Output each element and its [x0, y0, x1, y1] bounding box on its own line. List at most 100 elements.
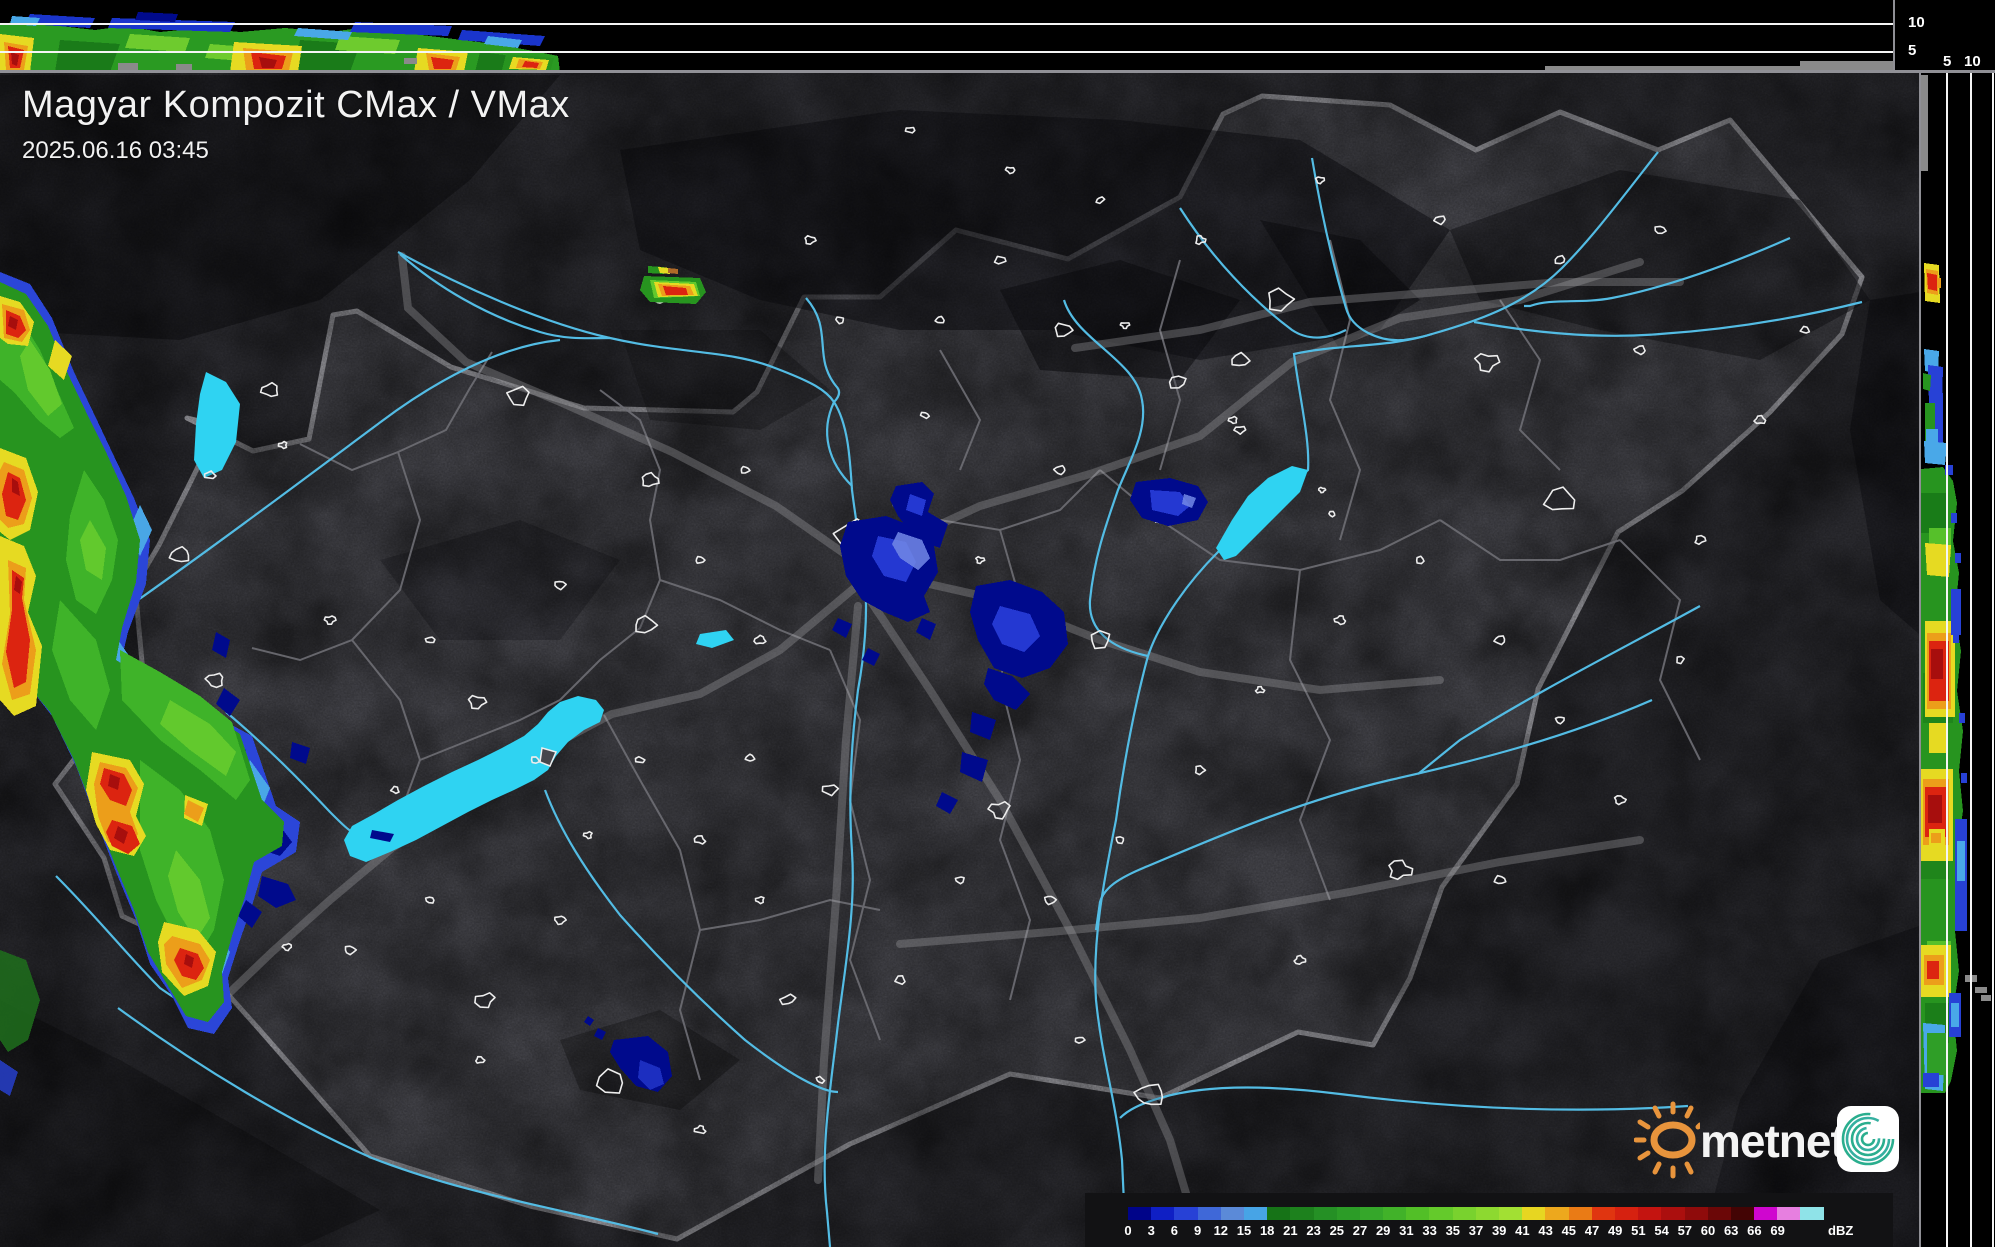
- settlement-outline: [1054, 322, 1074, 338]
- legend-tick-label: 54: [1654, 1223, 1669, 1238]
- legend-tick-label: 45: [1561, 1223, 1577, 1238]
- scale-corner: 10 5 5 10: [1893, 0, 1995, 72]
- settlement-outline: [554, 580, 568, 591]
- legend-color-cell: [1290, 1207, 1314, 1220]
- settlement-outline: [1168, 375, 1187, 389]
- settlement-outline: [1799, 325, 1811, 334]
- sun-icon: [1634, 1101, 1700, 1179]
- legend-color-cell: [1591, 1207, 1615, 1220]
- settlement-outline: [1133, 1083, 1164, 1106]
- legend-tick-label: 35: [1445, 1223, 1461, 1238]
- legend-color-cell: [1174, 1207, 1198, 1220]
- legend-color-cell: [1707, 1207, 1731, 1220]
- terrain-profile-top: [118, 58, 1893, 72]
- isolated-storm-cell: [640, 266, 706, 304]
- south-echo-patch: [584, 1016, 672, 1092]
- legend-color-cell: [1475, 1207, 1499, 1220]
- settlement-outline: [695, 555, 706, 565]
- lakes: [194, 372, 1308, 862]
- settlement-outline: [987, 800, 1011, 820]
- settlement-outline: [693, 834, 707, 845]
- legend-tick-label: 12: [1213, 1223, 1229, 1238]
- legend-tick-label: 41: [1515, 1223, 1530, 1238]
- legend-color-cell: [1545, 1207, 1569, 1220]
- top-strip-label-10: 10: [1908, 14, 1925, 31]
- settlement-outline: [1554, 716, 1565, 725]
- settlement-outline: [281, 942, 293, 952]
- legend-color-cell: [1568, 1207, 1592, 1220]
- settlement-outline: [474, 991, 496, 1009]
- settlement-outline: [259, 381, 279, 398]
- legend-color-cell: [1220, 1207, 1244, 1220]
- settlement-outline: [323, 615, 337, 626]
- legend-color-cell: [1638, 1207, 1662, 1220]
- settlement-outline: [974, 555, 986, 565]
- settlement-outline: [1314, 176, 1326, 185]
- legend-tick-label: 15: [1236, 1223, 1252, 1238]
- settlement-outline: [1095, 196, 1106, 205]
- settlement-outline: [1115, 835, 1125, 845]
- river-tisza: [1094, 151, 1659, 1247]
- settlement-outline: [1388, 859, 1414, 881]
- strip-separator: [0, 70, 1995, 73]
- settlement-outline: [954, 876, 965, 885]
- settlement-outline: [1043, 895, 1058, 906]
- legend-color-cell: [1151, 1207, 1175, 1220]
- settlement-outline: [1676, 655, 1685, 665]
- legend-tick-label: 37: [1468, 1223, 1484, 1238]
- legend-color-cell: [1661, 1207, 1685, 1220]
- legend-tick-label: 3: [1147, 1223, 1155, 1238]
- legend-tick-label: 0: [1124, 1223, 1132, 1238]
- settlement-outline: [1233, 425, 1247, 436]
- dbz-unit-label: dBZ: [1828, 1223, 1854, 1238]
- settlement-outline: [693, 1124, 707, 1135]
- altitude-line-5km-right: [1946, 73, 1948, 1247]
- settlement-outline: [595, 1068, 624, 1094]
- legend-color-cell: [1730, 1207, 1755, 1220]
- metnet-app-icon: [1837, 1106, 1899, 1172]
- settlement-outline: [1194, 764, 1207, 776]
- lake-balaton: [344, 696, 604, 862]
- settlement-outline: [1004, 166, 1016, 175]
- dbz-color-bar: [1128, 1207, 1824, 1220]
- lake-ferto: [194, 372, 240, 478]
- settlement-outline: [821, 784, 840, 797]
- settlement-outline: [904, 126, 916, 134]
- river-sio: [543, 789, 839, 1094]
- settlement-outline: [553, 915, 568, 926]
- settlement-outline: [1433, 215, 1446, 226]
- settlement-outline: [1254, 685, 1266, 694]
- settlement-outline: [1328, 510, 1336, 518]
- right-strip-label-10: 10: [1964, 53, 1981, 70]
- right-cross-section-strip: [1919, 73, 1995, 1247]
- settlement-outline: [474, 1055, 486, 1064]
- county-borders: [251, 239, 1701, 1081]
- legend-tick-label: 25: [1329, 1223, 1345, 1238]
- legend-color-cell: [1359, 1207, 1384, 1220]
- settlement-outline: [778, 993, 797, 1006]
- settlement-outline: [919, 411, 931, 420]
- river-raba: [137, 338, 561, 601]
- legend-color-cell: [1406, 1207, 1430, 1220]
- settlement-outline: [804, 234, 817, 245]
- settlement-outline: [467, 694, 488, 710]
- top-cross-section-strip: [0, 0, 1893, 72]
- settlement-outline: [1317, 486, 1327, 494]
- settlement-outline: [1694, 534, 1707, 546]
- legend-color-cell: [1243, 1207, 1268, 1220]
- lake-velence: [696, 630, 734, 648]
- legend-tick-label: 31: [1399, 1223, 1414, 1238]
- settlement-outline: [1090, 629, 1111, 650]
- settlement-outline: [754, 895, 765, 905]
- legend-color-cell: [1452, 1207, 1476, 1220]
- legend-color-cell: [1197, 1207, 1221, 1220]
- settlement-outline: [1633, 344, 1646, 356]
- brand-name: metnet: [1700, 1115, 1846, 1167]
- balaton-dark-mark: [370, 830, 394, 842]
- settlement-outline: [641, 471, 660, 488]
- settlement-outline: [1542, 486, 1576, 511]
- altitude-line-5km: [0, 51, 1893, 53]
- title-block: Magyar Kompozit CMax / VMax 2025.06.16 0…: [22, 84, 570, 165]
- settlement-outline: [1074, 1036, 1086, 1044]
